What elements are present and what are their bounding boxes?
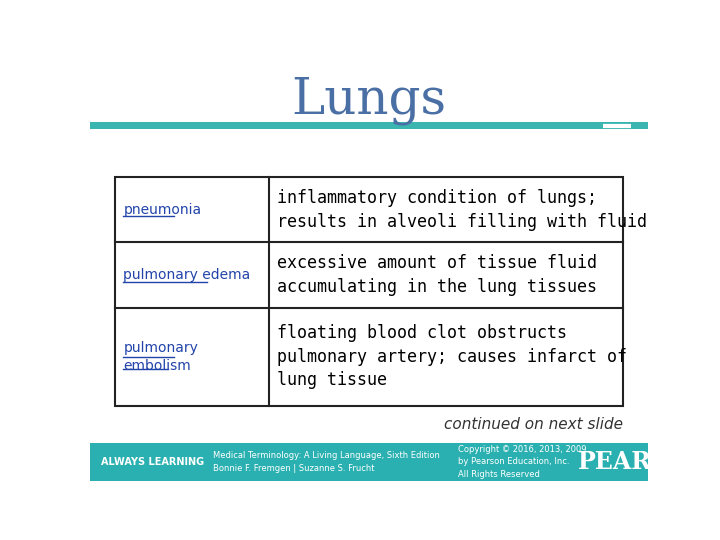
Text: pulmonary edema: pulmonary edema: [124, 268, 251, 282]
Text: pulmonary
embolism: pulmonary embolism: [124, 341, 198, 373]
FancyBboxPatch shape: [90, 122, 648, 129]
Text: excessive amount of tissue fluid
accumulating in the lung tissues: excessive amount of tissue fluid accumul…: [277, 254, 597, 296]
Text: Copyright © 2016, 2013, 2009
by Pearson Education, Inc.
All Rights Reserved: Copyright © 2016, 2013, 2009 by Pearson …: [459, 445, 587, 479]
Text: floating blood clot obstructs
pulmonary artery; causes infarct of
lung tissue: floating blood clot obstructs pulmonary …: [277, 324, 627, 389]
Text: pneumonia: pneumonia: [124, 202, 202, 217]
Text: inflammatory condition of lungs;
results in alveoli filling with fluid: inflammatory condition of lungs; results…: [277, 189, 647, 231]
Text: PEARSON: PEARSON: [578, 450, 711, 474]
Text: Lungs: Lungs: [292, 76, 446, 125]
FancyBboxPatch shape: [90, 443, 648, 481]
Text: continued on next slide: continued on next slide: [444, 417, 623, 432]
Text: Medical Terminology: A Living Language, Sixth Edition
Bonnie F. Fremgen | Suzann: Medical Terminology: A Living Language, …: [213, 451, 440, 472]
Text: ALWAYS LEARNING: ALWAYS LEARNING: [101, 457, 204, 467]
